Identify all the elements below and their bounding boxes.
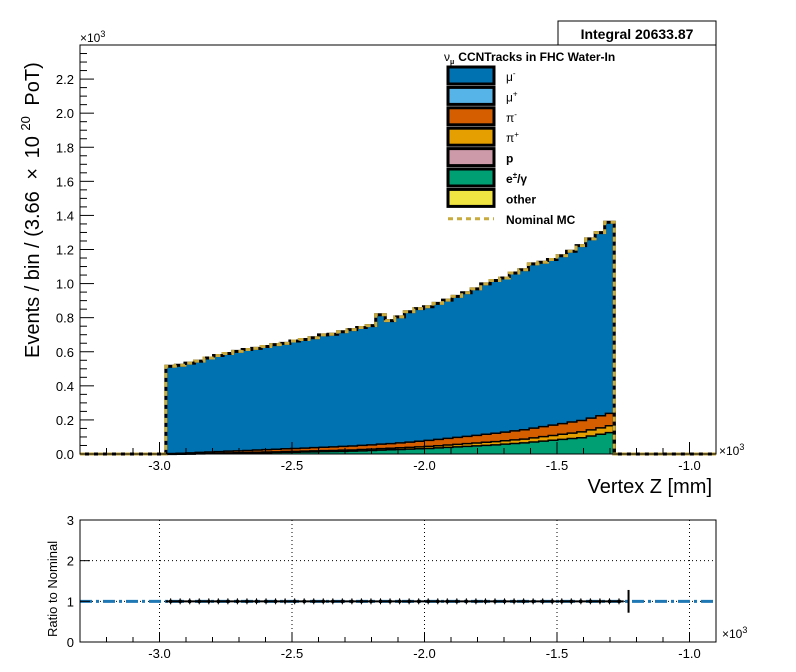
legend-title: νμ CCNTracks in FHC Water-In [444,50,615,66]
y-tick-label: 0.2 [56,413,74,428]
x-tick-label: -2.5 [281,458,303,473]
y-tick-label: 1.0 [56,277,74,292]
main-axes: -3.0 -2.5 -2.0 -1.5 -1.0 0.0 0.2 0.4 0.6 0.8 1.0 1.… [56,44,717,473]
x-tick-label: -2.0 [413,458,435,473]
legend-label-4: p [506,152,513,166]
y-axis-label: Events / bin / (3.66 × 10 20 PoT) [13,62,44,358]
y-tick-label: 1.2 [56,243,74,258]
legend-title-sub: μ [450,59,454,66]
ratio-y-tick-label: 1 [67,594,74,609]
x-tick-label: -3.0 [148,458,170,473]
x-axis-label: Vertex Z [mm] [588,476,712,498]
y-tick-label: 1.4 [56,208,74,223]
legend: νμ CCNTracks in FHC Water-In μ-μ+ π-π+ p e±/γ… [444,50,615,227]
x-multiplier: ×103 [719,442,744,458]
y-tick-label: 0.8 [56,311,74,326]
y-multiplier-exp: 3 [100,29,105,39]
legend-swatch-6 [446,187,496,208]
y-axis-label-pre: Events / bin / (3.66 [22,191,44,358]
legend-label-nominal: Nominal MC [506,213,576,227]
ratio-x-tick-label: -1.5 [546,646,568,661]
ratio-x-tick-label: -3.0 [148,646,170,661]
y-tick-label: 0.0 [56,447,74,462]
y-multiplier-base: ×10 [80,31,101,45]
legend-swatch-3 [446,126,496,147]
integral-stats-box: Integral 20633.87 [557,20,717,46]
y-axis-label-exp: 20 [18,116,33,130]
legend-title-text: CCNTracks in FHC Water-In [458,50,615,64]
legend-label-2: π- [506,110,517,125]
y-tick-label: 2.2 [56,72,74,87]
ratio-panel: -3.0 -2.5 -2.0 -1.5 -1.0 0 1 2 3 [67,513,717,661]
y-tick-label: 2.0 [56,106,74,121]
legend-label-1: μ+ [506,89,518,104]
ratio-x-tick-label: -2.0 [413,646,435,661]
stacked-bars [80,220,716,456]
nominal-mc-line [80,220,716,456]
main-histogram-panel: -3.0 -2.5 -2.0 -1.5 -1.0 0.0 0.2 0.4 0.6 0.8 1.0 1.… [56,44,717,473]
x-multiplier-exp: 3 [739,442,744,452]
ratio-x-multiplier: ×103 [722,625,747,641]
y-axis-label-base: 10 [22,136,44,158]
x-multiplier-base: ×10 [719,444,740,458]
y-multiplier: ×103 [80,29,105,45]
ratio-y-axis-label: Ratio to Nominal [45,541,60,637]
legend-label-0: μ- [506,69,516,84]
legend-title-nu: ν [444,50,450,64]
y-axis-label-times: × [22,168,44,180]
ratio-grid [80,519,716,643]
y-tick-label: 0.4 [56,379,74,394]
ratio-y-tick-label: 3 [67,513,74,528]
y-tick-label: 1.8 [56,140,74,155]
ratio-x-multiplier-base: ×10 [722,627,743,641]
legend-label-5: e±/γ [506,171,527,186]
legend-swatch-5 [446,167,496,188]
legend-swatch-0 [446,65,496,86]
legend-swatch-1 [446,85,496,106]
legend-swatch-2 [446,106,496,127]
y-axis-label-post: PoT) [22,62,44,105]
y-tick-label: 1.6 [56,174,74,189]
legend-swatch-4 [446,147,496,168]
ratio-y-tick-label: 0 [67,635,74,650]
integral-label: Integral 20633.87 [581,26,694,42]
ratio-x-tick-label: -2.5 [281,646,303,661]
ratio-points [80,589,716,613]
legend-label-6: other [506,192,536,206]
ratio-x-tick-label: -1.0 [678,646,700,661]
legend-label-3: π+ [506,130,519,145]
ratio-x-multiplier-exp: 3 [742,625,747,635]
series-area-3 [80,222,716,454]
ratio-frame [79,519,717,643]
ratio-axes: -3.0 -2.5 -2.0 -1.5 -1.0 0 1 2 3 [67,513,717,661]
ratio-y-tick-label: 2 [67,554,74,569]
y-tick-label: 0.6 [56,345,74,360]
x-tick-label: -1.0 [678,458,700,473]
x-tick-label: -1.5 [546,458,568,473]
